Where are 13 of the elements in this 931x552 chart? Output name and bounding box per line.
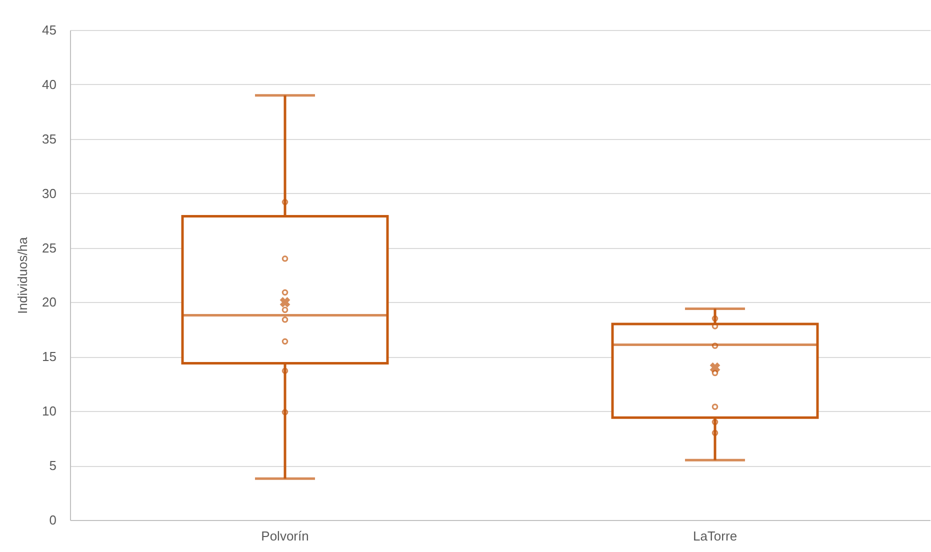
y-axis-title: Individuos/ha <box>15 236 30 314</box>
y-tick-label: 20 <box>42 294 56 310</box>
x-tick-label: LaTorre <box>692 528 738 544</box>
y-tick-label: 35 <box>42 131 56 146</box>
y-tick-label: 45 <box>42 22 56 38</box>
y-tick-label: 5 <box>49 458 56 474</box>
x-tick-label: Polvorín <box>261 528 309 544</box>
y-tick-label: 25 <box>42 240 56 256</box>
y-tick-label: 30 <box>42 186 56 201</box>
y-tick-label: 0 <box>49 512 56 528</box>
y-tick-label: 10 <box>42 404 56 419</box>
y-tick-label: 15 <box>42 349 56 364</box>
y-tick-label: 40 <box>42 76 56 92</box>
